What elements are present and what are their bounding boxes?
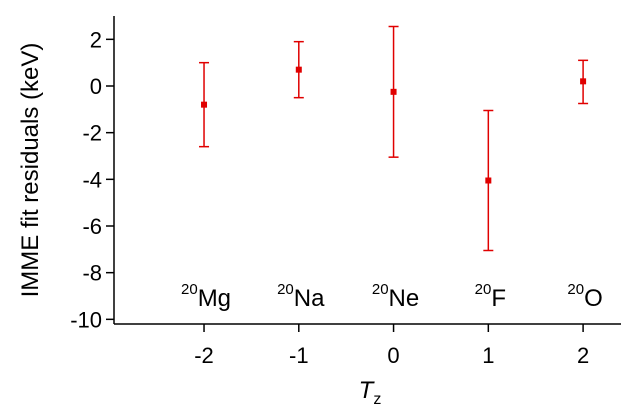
y-tick-label: -6 bbox=[82, 214, 102, 239]
nuclide-label: 20Na bbox=[277, 281, 325, 312]
data-point bbox=[483, 109, 494, 252]
y-tick-label: -4 bbox=[82, 167, 102, 192]
x-tick-label: -1 bbox=[289, 343, 309, 368]
point-marker bbox=[580, 78, 587, 85]
point-marker bbox=[390, 88, 397, 95]
x-axis-title-subscript: z bbox=[373, 391, 381, 408]
x-ticks: -2 -1 0 1 2 bbox=[194, 324, 589, 368]
nuclide-element: Mg bbox=[198, 285, 231, 312]
nuclide-element: Na bbox=[294, 285, 325, 312]
data-point bbox=[293, 40, 304, 99]
x-axis: -2 -1 0 1 2 bbox=[114, 323, 621, 368]
data-point bbox=[199, 61, 210, 148]
nuclide-mass-number: 20 bbox=[277, 281, 294, 298]
nuclide-label: 20Ne bbox=[372, 281, 419, 312]
y-tick-label: -8 bbox=[82, 261, 102, 286]
x-axis-title: Tz bbox=[359, 377, 382, 408]
data-point bbox=[388, 25, 399, 158]
point-marker bbox=[485, 177, 492, 184]
y-tick-label: 0 bbox=[90, 74, 102, 99]
x-tick-label: 0 bbox=[387, 343, 399, 368]
y-tick-label: -10 bbox=[70, 307, 102, 332]
x-tick-label: 2 bbox=[577, 343, 589, 368]
y-ticks: -10 -8 -6 -4 -2 0 2 bbox=[70, 27, 114, 332]
nuclide-element: F bbox=[491, 285, 506, 312]
nuclide-mass-number: 20 bbox=[567, 281, 584, 298]
y-axis: -10 -8 -6 -4 -2 0 2 bbox=[70, 16, 115, 332]
nuclide-mass-number: 20 bbox=[181, 281, 198, 298]
nuclide-label: 20Mg bbox=[181, 281, 231, 312]
data-point bbox=[578, 59, 589, 105]
series-residuals bbox=[199, 25, 589, 252]
y-tick-label: 2 bbox=[90, 27, 102, 52]
x-tick-label: -2 bbox=[194, 343, 214, 368]
nuclide-mass-number: 20 bbox=[372, 281, 389, 298]
nuclide-mass-number: 20 bbox=[475, 281, 492, 298]
point-marker bbox=[201, 101, 208, 108]
point-marker bbox=[295, 66, 302, 73]
nuclide-label: 20F bbox=[475, 281, 506, 312]
y-tick-label: -2 bbox=[82, 121, 102, 146]
nuclide-element: O bbox=[584, 285, 603, 312]
nuclide-labels: 20Mg 20Na 20Ne 20F 20O bbox=[181, 281, 603, 312]
y-axis-title: IMME fit residuals (keV) bbox=[17, 43, 44, 298]
nuclide-element: Ne bbox=[389, 285, 420, 312]
x-axis-title-main: T bbox=[359, 377, 376, 404]
nuclide-label: 20O bbox=[567, 281, 602, 312]
x-tick-label: 1 bbox=[482, 343, 494, 368]
